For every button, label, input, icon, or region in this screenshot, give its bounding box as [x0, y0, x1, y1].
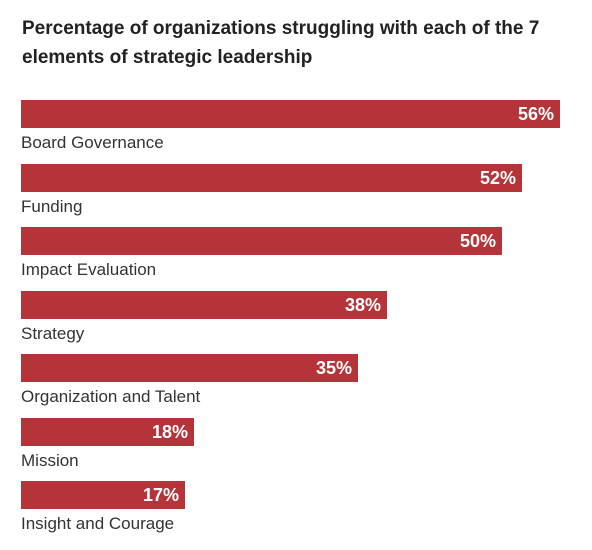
bar-row: 38% Strategy [21, 290, 566, 355]
category-label: Insight and Courage [21, 514, 175, 533]
chart-title: Percentage of organizations struggling w… [22, 18, 540, 68]
category-label: Funding [21, 196, 83, 216]
bar-value-label: 52% [479, 167, 516, 188]
category-label: Organization and Talent [21, 387, 201, 406]
bar-row: 17% Insight and Courage [21, 481, 566, 545]
bar-row: 52% Funding [21, 163, 566, 228]
bar-rows: 56% Board Governance 52% Funding 50% Impact E… [21, 100, 566, 545]
bar-value-label: 18% [151, 421, 188, 442]
bar: 50% [21, 227, 502, 255]
bar: 52% [21, 163, 522, 192]
bar-value-label: 50% [459, 231, 496, 251]
category-label: Strategy [21, 323, 85, 343]
bar-value-label: 38% [344, 294, 381, 315]
bar: 17% [21, 481, 185, 509]
bar-row: 56% Board Governance [21, 100, 566, 164]
bar: 56% [21, 100, 560, 128]
bar-row: 35% Organization and Talent [21, 354, 566, 418]
category-label: Impact Evaluation [21, 260, 157, 279]
bar-row: 18% Mission [21, 417, 566, 482]
bar: 38% [21, 290, 387, 319]
bar-value-label: 35% [315, 358, 352, 378]
bar: 35% [21, 354, 358, 382]
category-label: Board Governance [21, 133, 164, 152]
bar-row: 50% Impact Evaluation [21, 227, 566, 291]
bar: 18% [21, 417, 194, 446]
bar-value-label: 17% [142, 485, 179, 505]
category-label: Mission [21, 450, 79, 470]
bar-value-label: 56% [517, 104, 554, 124]
